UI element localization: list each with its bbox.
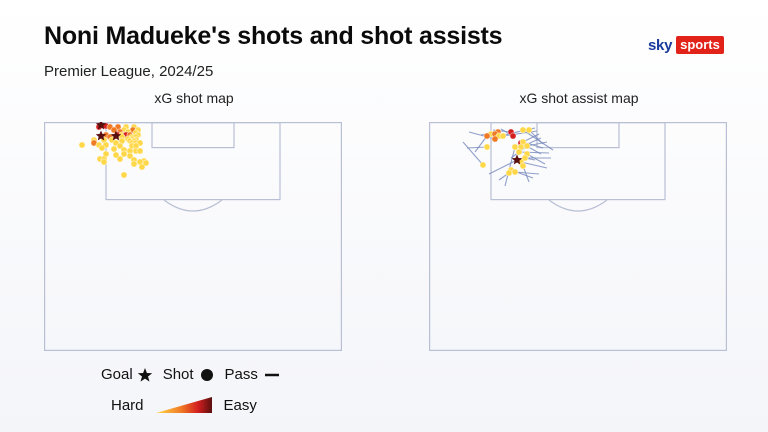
pitch-outline	[44, 122, 342, 351]
shot-map-shot-dot-61	[138, 163, 146, 171]
shot-map-shot-dot-52	[126, 152, 134, 160]
legend-pass-line-icon	[264, 373, 279, 376]
assist-map-pass-line-12	[526, 153, 546, 165]
assist-map-shot-dot-15	[523, 142, 531, 150]
assist-map-pass-line-0	[468, 131, 496, 140]
assist-map-shot-dot-7	[491, 135, 499, 143]
page-title: Noni Madueke's shots and shot assists	[44, 22, 503, 50]
shot-map-shot-dot-50	[120, 150, 128, 158]
shot-map-shot-dot-48	[136, 147, 144, 155]
assist-map-shot-dot-6	[509, 132, 517, 140]
shot-map-goal-star-2	[110, 130, 122, 141]
shot-map-shot-dot-37	[78, 141, 86, 149]
assist-map-shot-dot-25	[519, 162, 527, 170]
assist-map-shot-dot-19	[521, 154, 529, 162]
penalty-arc	[548, 199, 608, 212]
brand-sky-text: sky	[648, 36, 673, 54]
assist-map-shot-dot-13	[511, 143, 519, 151]
legend-difficulty: Hard Easy	[111, 396, 257, 414]
sky-sports-logo: sky sports	[648, 36, 724, 54]
page-subtitle: Premier League, 2024/25	[44, 63, 214, 80]
legend-goal-star-icon	[137, 367, 152, 382]
six-yard-box	[536, 122, 620, 149]
penalty-arc	[163, 199, 223, 212]
shot-map-shot-dot-43	[98, 144, 106, 152]
assist-map-pass-line-19	[488, 159, 518, 175]
assist-map-pitch	[429, 122, 727, 351]
shot-map-goal-star-0	[95, 122, 107, 130]
assist-map-shot-dot-10	[525, 126, 533, 134]
assist-map-pass-line-10	[518, 151, 550, 154]
six-yard-box	[151, 122, 235, 149]
shot-map-shot-dot-63	[120, 171, 128, 179]
shot-map-shot-dot-40	[116, 142, 124, 150]
shot-map-shots	[78, 122, 150, 179]
legend-shot-dot-icon	[200, 368, 213, 381]
assist-map-shot-dot-16	[483, 143, 491, 151]
assist-map-pass-line-26	[522, 129, 554, 151]
pitch-outline	[429, 122, 727, 351]
assist-map-passes	[462, 127, 554, 187]
assist-map-shot-dot-17	[515, 148, 523, 156]
shot-map-shot-dot-60	[130, 160, 138, 168]
assist-map-pass-line-17	[504, 146, 516, 187]
legend-xg-gradient-wedge	[155, 397, 212, 413]
legend-pass-label: Pass	[224, 366, 258, 383]
assist-map-goal-star-0	[511, 154, 523, 165]
legend-shot-label: Shot	[162, 366, 194, 383]
shot-map-pitch	[44, 122, 342, 351]
assist-map-shots	[479, 126, 533, 177]
shot-map-shot-dot-59	[142, 159, 150, 167]
legend-hard-label: Hard	[111, 396, 144, 414]
shot-map-title: xG shot map	[154, 90, 234, 106]
assist-map-pass-line-8	[526, 141, 548, 147]
assist-map-shot-dot-9	[519, 126, 527, 134]
assist-map-pass-line-13	[520, 161, 548, 169]
shot-map-shot-dot-55	[116, 155, 124, 163]
legend-goal-label: Goal	[101, 366, 133, 383]
shot-map-shot-dot-44	[110, 145, 118, 153]
assist-map-shot-dot-24	[505, 169, 513, 177]
brand-sports-text: sports	[676, 36, 724, 54]
shot-map-goals	[95, 122, 122, 141]
legend-easy-label: Easy	[223, 396, 257, 414]
assist-map-shot-dot-23	[511, 168, 519, 176]
assist-map-shot-dot-5	[499, 132, 507, 140]
shot-map-shot-dot-51	[112, 151, 120, 159]
assist-map-goals	[511, 154, 523, 165]
legend-symbols: Goal Shot Pass	[101, 366, 281, 383]
assist-map-shot-dot-8	[483, 132, 491, 140]
assist-map-title: xG shot assist map	[519, 90, 639, 106]
assist-map-pass-line-21	[462, 141, 484, 166]
shot-map-goal-star-1	[95, 130, 107, 141]
shot-map-shot-dot-62	[100, 158, 108, 166]
assist-map-shot-dot-21	[479, 161, 487, 169]
